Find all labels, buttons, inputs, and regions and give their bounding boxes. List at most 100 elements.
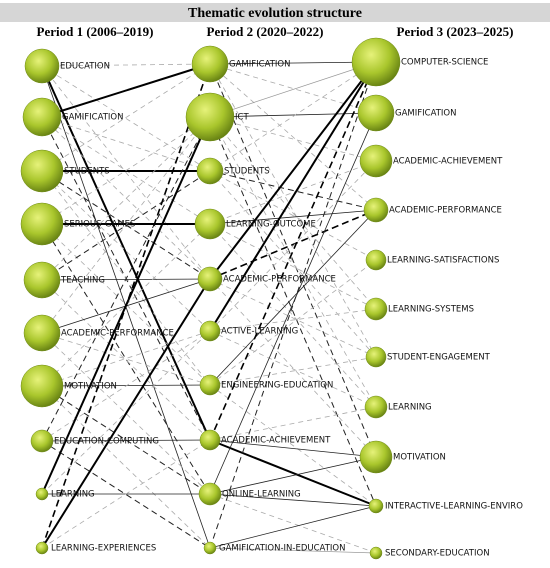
edge (41, 116, 211, 334)
edge (209, 278, 377, 458)
edge (209, 112, 377, 495)
node-label: LEARNING-SATISFACTIONS (387, 256, 499, 266)
node-label: ENGINEERING-EDUCATION (221, 381, 333, 391)
edge (209, 116, 377, 162)
node (359, 144, 393, 178)
edge (41, 385, 211, 495)
edge (41, 332, 211, 386)
edge (41, 116, 211, 442)
node (363, 197, 389, 223)
edge (209, 112, 377, 118)
edge (209, 116, 377, 408)
edge (209, 493, 377, 554)
edge (209, 170, 377, 358)
node (196, 157, 224, 185)
node (20, 202, 64, 246)
node-label: LEARNING (51, 490, 95, 500)
edge (209, 160, 377, 332)
edge (41, 279, 211, 441)
node-label: EDUCATION-COMPUTING (54, 437, 159, 447)
edge (209, 160, 377, 225)
edge (41, 63, 211, 67)
node-label: STUDENT-ENGAGEMENT (387, 353, 491, 363)
edge (209, 505, 377, 549)
node-label: SECONDARY-EDUCATION (385, 549, 490, 559)
node-label: TEACHING (60, 276, 105, 286)
node-label: ACADEMIC-ACHIEVEMENT (393, 157, 503, 167)
edge (209, 330, 377, 408)
node (365, 249, 387, 271)
node (35, 487, 49, 501)
node (30, 429, 54, 453)
node-label: ACADEMIC-PERFORMANCE (389, 206, 502, 216)
node-label: STUDENTS (224, 167, 270, 177)
edge (209, 308, 377, 332)
edge (41, 440, 211, 549)
edge (209, 61, 377, 65)
edge (209, 63, 377, 114)
edge (209, 170, 377, 261)
node (369, 546, 383, 560)
node (198, 482, 222, 506)
node-label: ACADEMIC-PERFORMANCE (223, 275, 336, 285)
edge (209, 61, 377, 118)
period-header: Period 2 (2020–2022) (207, 24, 324, 39)
edge (41, 278, 211, 549)
edge (41, 170, 211, 280)
edge (41, 116, 211, 280)
edge (209, 116, 377, 310)
edge (209, 356, 377, 386)
node (203, 541, 217, 555)
node-label: MOTIVATION (393, 453, 446, 463)
edge (209, 406, 377, 441)
edge (209, 439, 377, 507)
node (191, 45, 229, 83)
edge (41, 65, 211, 441)
node (20, 149, 64, 193)
edge (209, 61, 377, 172)
node-label: STUDENTS (64, 167, 110, 177)
edge (41, 63, 211, 118)
edge (209, 439, 377, 458)
node-label: GAMIFICATION (395, 109, 456, 119)
edge (209, 61, 377, 280)
edge (209, 384, 377, 507)
edge (41, 439, 211, 549)
node-label: ICT (235, 113, 249, 123)
node (199, 320, 221, 342)
edge (41, 63, 211, 172)
node-label: ONLINE-LEARNING (222, 490, 301, 500)
edge (209, 116, 377, 507)
edge (209, 170, 377, 211)
node (197, 266, 223, 292)
node (351, 37, 401, 87)
node (185, 92, 235, 142)
edge (209, 259, 377, 386)
edge (41, 116, 211, 225)
edge (41, 116, 211, 281)
node (364, 395, 388, 419)
node (23, 261, 61, 299)
edge (41, 332, 211, 495)
edge (41, 116, 211, 172)
node-label: LEARNING-OUTCOME (226, 220, 316, 230)
node (365, 346, 387, 368)
edge (209, 63, 377, 458)
edge (41, 385, 211, 549)
period-header: Period 1 (2006–2019) (37, 24, 154, 39)
edge (41, 223, 211, 387)
node (35, 541, 49, 555)
node-label: LEARNING-EXPERIENCES (51, 544, 156, 554)
node-label: MOTIVATION (64, 382, 117, 392)
node (199, 429, 221, 451)
node (194, 208, 226, 240)
node-label: GAMIFICATION-IN-EDUCATION (219, 544, 345, 554)
node-label: GAMIFICATION (229, 60, 290, 70)
node (199, 374, 221, 396)
edge (41, 439, 211, 442)
edge (209, 209, 377, 225)
node-label: SERIOUS-GAMES (64, 220, 135, 230)
title-bar (0, 3, 550, 22)
node-label: LEARNING-SYSTEMS (388, 305, 474, 315)
